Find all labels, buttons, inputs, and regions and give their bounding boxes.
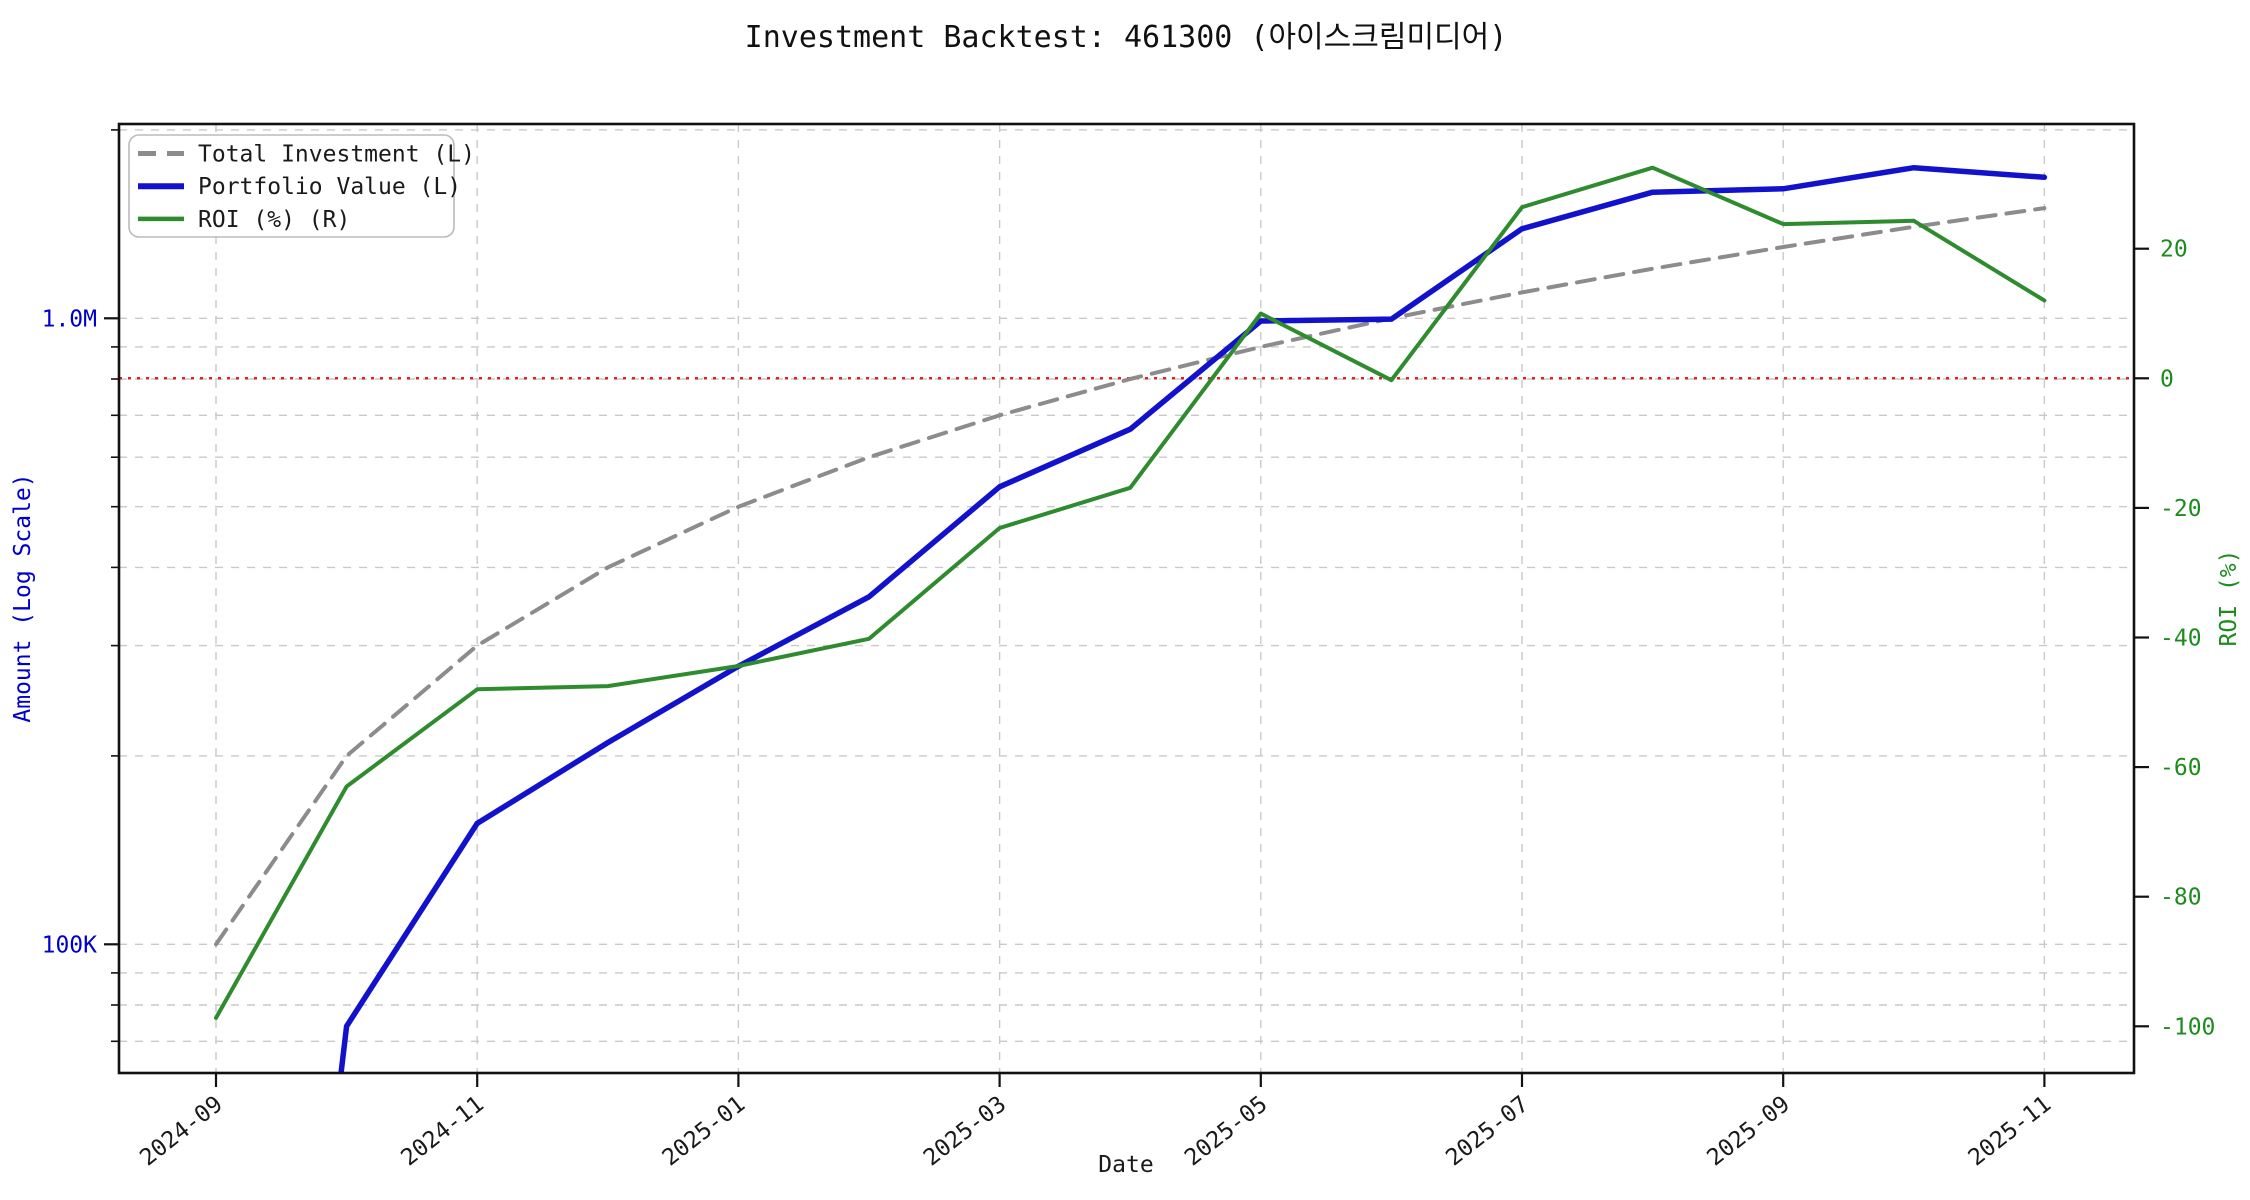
x-tick-label: 2025-01 <box>658 1091 750 1171</box>
data-series <box>119 164 2134 1073</box>
right-y-tick-label: -100 <box>2160 1014 2215 1040</box>
right-y-axis-title: ROI (%) <box>2216 550 2242 647</box>
portfolio_value-line <box>338 164 2048 1073</box>
total_investment-line <box>214 206 2047 947</box>
x-tick-label: 2025-05 <box>1180 1091 1272 1171</box>
left-y-tick-label: 100K <box>42 932 98 958</box>
axis-ticks: 2024-09 2024-11 2025-01 2025-03 2025-05 2025-… <box>42 129 2215 1171</box>
left-y-tick-label: 1.0M <box>42 306 97 332</box>
right-y-tick-label: -60 <box>2160 755 2202 781</box>
x-tick-label: 2025-07 <box>1441 1091 1533 1171</box>
x-tick-label: 2024-11 <box>396 1091 488 1171</box>
x-tick-label: 2025-11 <box>1964 1091 2056 1171</box>
right-y-tick-label: 20 <box>2160 237 2188 263</box>
plot-border <box>117 122 2136 1075</box>
right-y-tick-label: -40 <box>2160 626 2202 652</box>
x-axis-title: Date <box>1098 1152 1153 1178</box>
left-y-axis-title: Amount (Log Scale) <box>10 473 36 722</box>
x-tick-label: 2024-09 <box>135 1091 227 1171</box>
roi_pct-line <box>214 165 2047 1020</box>
gridlines <box>119 124 2134 1073</box>
right-y-tick-label: 0 <box>2160 366 2174 392</box>
right-y-tick-label: -80 <box>2160 885 2202 911</box>
legend-label-0: Total Investment (L) <box>198 142 475 168</box>
legend-label-1: Portfolio Value (L) <box>198 174 461 200</box>
x-tick-label: 2025-03 <box>919 1091 1011 1171</box>
legend-label-2: ROI (%) (R) <box>198 207 350 233</box>
right-y-tick-label: -20 <box>2160 496 2202 522</box>
legend-box: Total Investment (L) Portfolio Value (L) R… <box>128 134 475 238</box>
x-tick-label: 2025-09 <box>1702 1091 1794 1171</box>
chart-title: Investment Backtest: 461300 (아이스크림미디어) <box>745 20 1508 55</box>
